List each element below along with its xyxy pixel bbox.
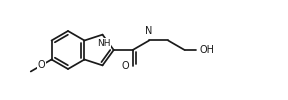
Text: NH: NH [97,39,110,48]
Text: O: O [121,61,129,71]
Text: N: N [145,26,153,36]
Text: OH: OH [199,45,214,55]
Text: O: O [37,60,45,70]
